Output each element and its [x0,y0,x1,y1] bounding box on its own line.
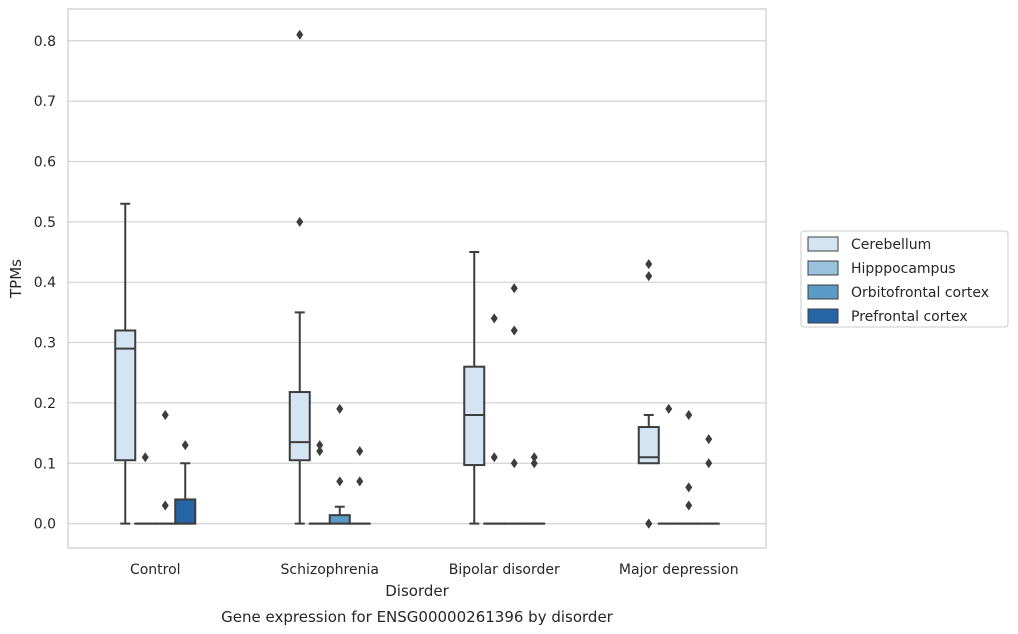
legend-label: Prefrontal cortex [851,309,968,325]
box-orbitofrontal-cortex [503,283,526,525]
box-hipppocampus [483,313,506,525]
legend-label: Cerebellum [851,237,931,253]
outlier-point [316,446,324,457]
legend-swatch [807,236,839,252]
y-tick-label: 0.6 [34,155,56,171]
legend-label: Hipppocampus [851,261,956,277]
box-prefrontal-cortex [348,446,371,525]
box-groups [114,29,720,529]
y-axis-title: TPMs [7,259,25,299]
outlier-point [645,271,653,282]
box-orbitofrontal-cortex [154,409,177,525]
y-tick-label: 0.2 [34,396,56,412]
outlier-point [316,440,324,451]
outlier-point [530,452,538,463]
y-tick-label: 0.8 [34,34,56,50]
box-hipppocampus [308,440,331,525]
outlier-point [490,313,498,324]
outlier-point [645,518,653,529]
x-tick-label: Control [130,562,181,578]
box-prefrontal-cortex [174,440,197,525]
legend: Cerebellum Hipppocampus Orbitofrontal cort… [800,230,1009,328]
outlier-point [356,476,364,487]
outlier-point [510,325,518,336]
box-cerebellum [637,259,660,529]
outlier-point [296,216,304,227]
box-body [288,391,311,462]
outlier-point [490,452,498,463]
outlier-point [181,440,189,451]
x-tick-label: Bipolar disorder [449,562,560,578]
outlier-point [705,434,713,445]
plot-frame [67,8,767,549]
legend-swatch [807,284,839,300]
outlier-point [665,403,673,414]
box-cerebellum [288,29,311,525]
y-tick-label: 0.3 [34,336,56,352]
y-tick-label: 0.7 [34,94,56,110]
outlier-point [705,458,713,469]
x-tick-label: Schizophrenia [281,562,379,578]
y-axis-ticks: 0.0 0.1 0.2 0.3 0.4 0.5 0.6 0.7 0.8 [34,34,56,533]
outlier-point [510,283,518,294]
box-prefrontal-cortex [523,452,546,525]
outlier-point [296,29,304,40]
box-orbitofrontal-cortex [677,409,700,525]
legend-swatch [807,308,839,324]
outlier-point [645,259,653,270]
outlier-point [510,458,518,469]
outlier-point [141,452,149,463]
gridlines [68,40,766,525]
box-body [114,329,137,462]
outlier-point [685,482,693,493]
outlier-point [336,403,344,414]
box-cerebellum [463,251,486,525]
box-body [637,426,660,465]
outlier-point [336,476,344,487]
box-prefrontal-cortex [697,434,720,525]
x-tick-label: Major depression [619,562,739,578]
outlier-point [685,500,693,511]
x-axis-ticks: Control Schizophrenia Bipolar disorder Majo… [130,562,739,578]
legend-frame [800,230,1009,328]
outlier-point [161,409,169,420]
outlier-point [356,446,364,457]
y-tick-label: 0.1 [34,456,56,472]
x-axis-title: Disorder [385,582,449,600]
outlier-point [530,458,538,469]
legend-swatch [807,260,839,276]
outlier-point [161,500,169,511]
box-body [174,498,197,525]
y-tick-label: 0.5 [34,215,56,231]
y-tick-label: 0.4 [34,275,56,291]
outlier-point [685,409,693,420]
y-tick-label: 0.0 [34,517,56,533]
legend-label: Orbitofrontal cortex [851,285,989,301]
box-body [328,514,351,525]
box-cerebellum [114,202,137,525]
box-orbitofrontal-cortex [328,403,351,525]
chart-caption: Gene expression for ENSG00000261396 by d… [221,608,614,626]
